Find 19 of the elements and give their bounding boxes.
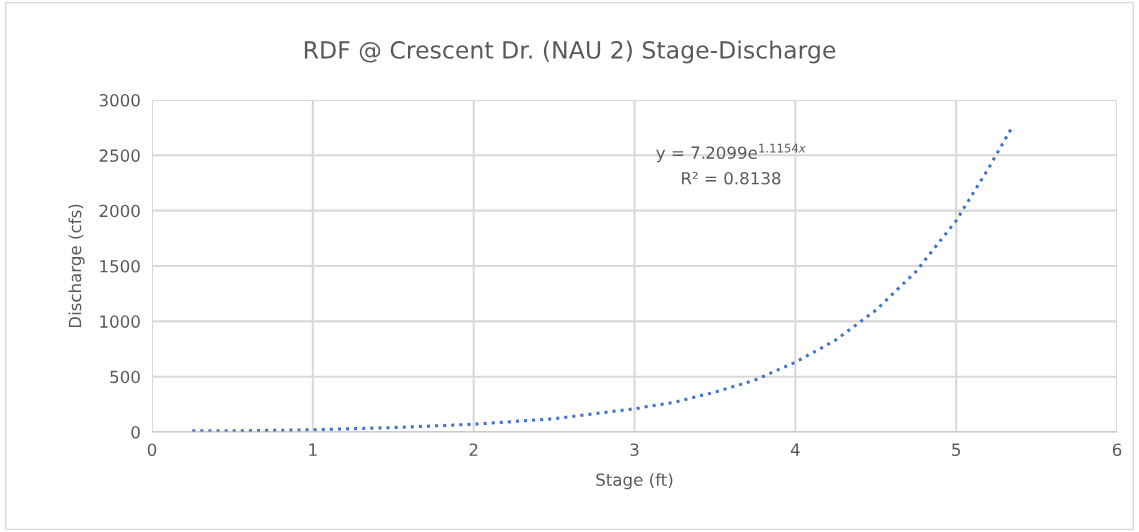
- x-tick-label: 2: [469, 443, 478, 456]
- x-tick-label: 5: [952, 443, 961, 457]
- x-tick-label: 6: [1112, 443, 1122, 457]
- chart-title: RDF @ Crescent Dr. (NAU 2) Stage-Discharge: [304, 40, 836, 64]
- x-tick-label: 0: [147, 443, 157, 457]
- x-tick-label: 4: [790, 443, 800, 456]
- y-axis-title: Discharge (cfs): [68, 204, 85, 328]
- y-tick-label: 0: [131, 425, 140, 439]
- x-tick-label: 3: [630, 443, 639, 457]
- annotation: R² = 0.8138: [682, 171, 781, 185]
- y-tick-label: 1000: [100, 315, 140, 328]
- y-tick-label: 2500: [99, 149, 140, 162]
- annotation: y = 7.2099e$^{1.1154x}$: [656, 143, 806, 163]
- y-tick-label: 3000: [99, 93, 140, 107]
- x-tick-label: 1: [309, 443, 317, 456]
- y-tick-label: 500: [110, 370, 140, 384]
- y-tick-label: 2000: [99, 204, 140, 218]
- x-axis-title: Stage (ft): [596, 473, 673, 490]
- y-tick-label: 1500: [100, 259, 140, 273]
